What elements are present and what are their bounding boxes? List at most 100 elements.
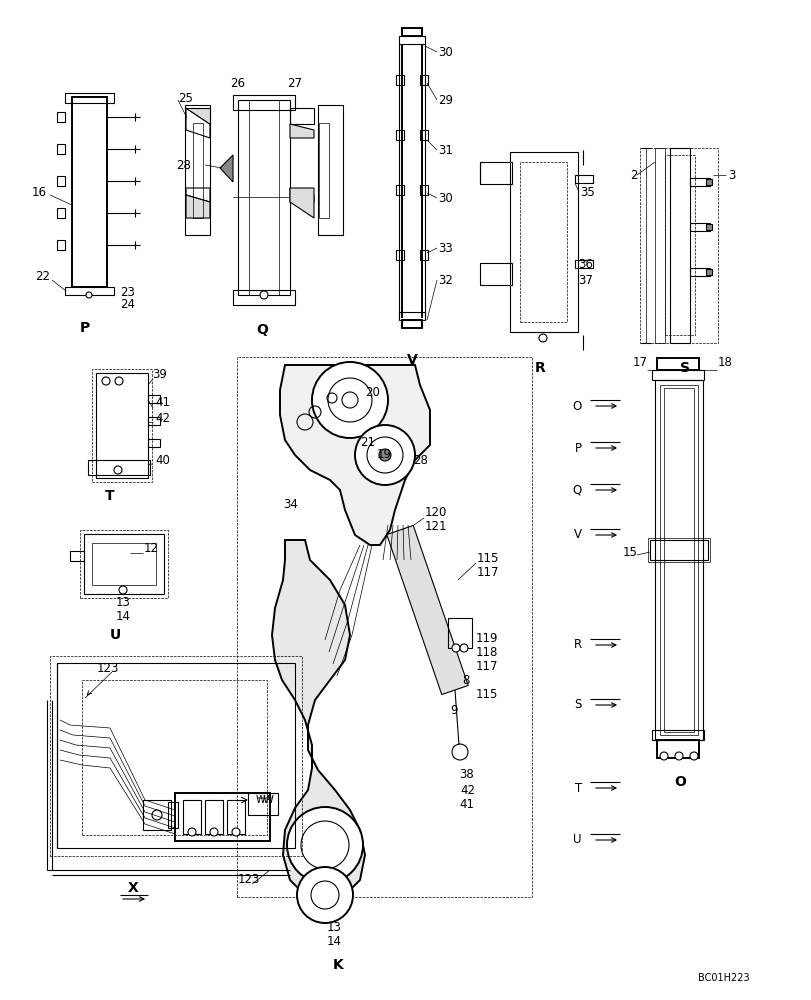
Bar [92, 369, 152, 482]
Bar [509, 152, 577, 332]
Bar [82, 680, 267, 835]
Text: 23: 23 [120, 286, 135, 298]
Text: 41: 41 [155, 396, 169, 410]
Text: 19: 19 [376, 448, 392, 462]
Text: 35: 35 [579, 186, 594, 199]
Circle shape [659, 752, 667, 760]
Text: 9: 9 [449, 704, 457, 716]
Bar [479, 162, 512, 184]
Bar [401, 320, 422, 328]
Bar [654, 148, 664, 343]
Bar [65, 287, 114, 295]
Bar [227, 800, 245, 834]
Bar [148, 395, 160, 403]
Text: BC01H223: BC01H223 [697, 973, 749, 983]
Bar [57, 663, 294, 848]
Bar [689, 268, 709, 276]
Bar [80, 530, 168, 598]
Bar [519, 162, 566, 322]
Text: O: O [572, 399, 581, 412]
Text: 32: 32 [437, 273, 453, 286]
Bar [233, 95, 294, 110]
Circle shape [689, 752, 697, 760]
Bar [705, 224, 711, 230]
Polygon shape [290, 188, 314, 218]
Text: 29: 29 [437, 94, 453, 107]
Text: 25: 25 [178, 92, 193, 105]
Text: 39: 39 [152, 368, 167, 381]
Circle shape [354, 425, 414, 485]
Text: S: S [574, 698, 581, 711]
Text: 15: 15 [622, 546, 637, 560]
Circle shape [119, 586, 127, 594]
Text: 31: 31 [437, 144, 453, 157]
Circle shape [311, 362, 388, 438]
Bar [419, 250, 427, 260]
Bar [659, 385, 697, 735]
Bar [656, 358, 698, 370]
Bar [57, 144, 65, 154]
Bar [168, 802, 178, 828]
Text: 34: 34 [283, 498, 298, 512]
Text: 37: 37 [577, 273, 592, 286]
Bar [448, 618, 471, 648]
Bar [237, 357, 531, 897]
Circle shape [188, 828, 195, 836]
Text: 123: 123 [97, 662, 119, 674]
Text: S: S [679, 361, 689, 375]
Bar [238, 100, 290, 295]
Bar [193, 123, 203, 218]
Bar [84, 534, 164, 594]
Bar [651, 370, 703, 380]
Circle shape [114, 466, 122, 474]
Bar [705, 269, 711, 275]
Text: 24: 24 [120, 298, 135, 312]
Text: 42: 42 [460, 784, 474, 796]
Bar [70, 551, 84, 561]
Text: U: U [573, 833, 581, 846]
Text: 13: 13 [326, 921, 341, 934]
Text: 14: 14 [116, 609, 131, 622]
Bar [419, 185, 427, 195]
Bar [654, 380, 702, 740]
Bar [396, 75, 404, 85]
Bar [65, 93, 114, 103]
Bar [689, 178, 709, 186]
Bar [185, 105, 210, 235]
Bar [57, 176, 65, 186]
Circle shape [115, 377, 122, 385]
Text: 42: 42 [155, 412, 169, 424]
Text: 8: 8 [461, 674, 469, 686]
Text: 121: 121 [424, 520, 447, 532]
Circle shape [232, 828, 240, 836]
Circle shape [452, 644, 460, 652]
Text: 26: 26 [230, 77, 245, 90]
Text: 120: 120 [424, 506, 447, 518]
Polygon shape [386, 525, 468, 695]
Polygon shape [186, 108, 210, 124]
Circle shape [452, 744, 467, 760]
Bar [143, 800, 171, 830]
Text: 18: 18 [717, 357, 732, 369]
Text: O: O [673, 775, 685, 789]
Bar [647, 538, 709, 562]
Text: R: R [534, 361, 545, 375]
Bar [148, 439, 160, 447]
Text: 2: 2 [629, 169, 637, 182]
Bar [419, 75, 427, 85]
Text: 17: 17 [633, 357, 647, 369]
Text: 16: 16 [32, 186, 47, 199]
Bar [233, 290, 294, 305]
Text: W: W [255, 795, 264, 805]
Text: 117: 117 [476, 566, 499, 578]
Polygon shape [272, 540, 365, 900]
Text: 28: 28 [176, 159, 191, 172]
Circle shape [102, 377, 109, 385]
Bar [398, 36, 424, 44]
Text: 21: 21 [359, 436, 375, 450]
Bar [396, 185, 404, 195]
Text: 118: 118 [475, 646, 498, 658]
Text: Q: Q [255, 323, 268, 337]
Bar [92, 543, 156, 585]
Polygon shape [220, 155, 233, 182]
